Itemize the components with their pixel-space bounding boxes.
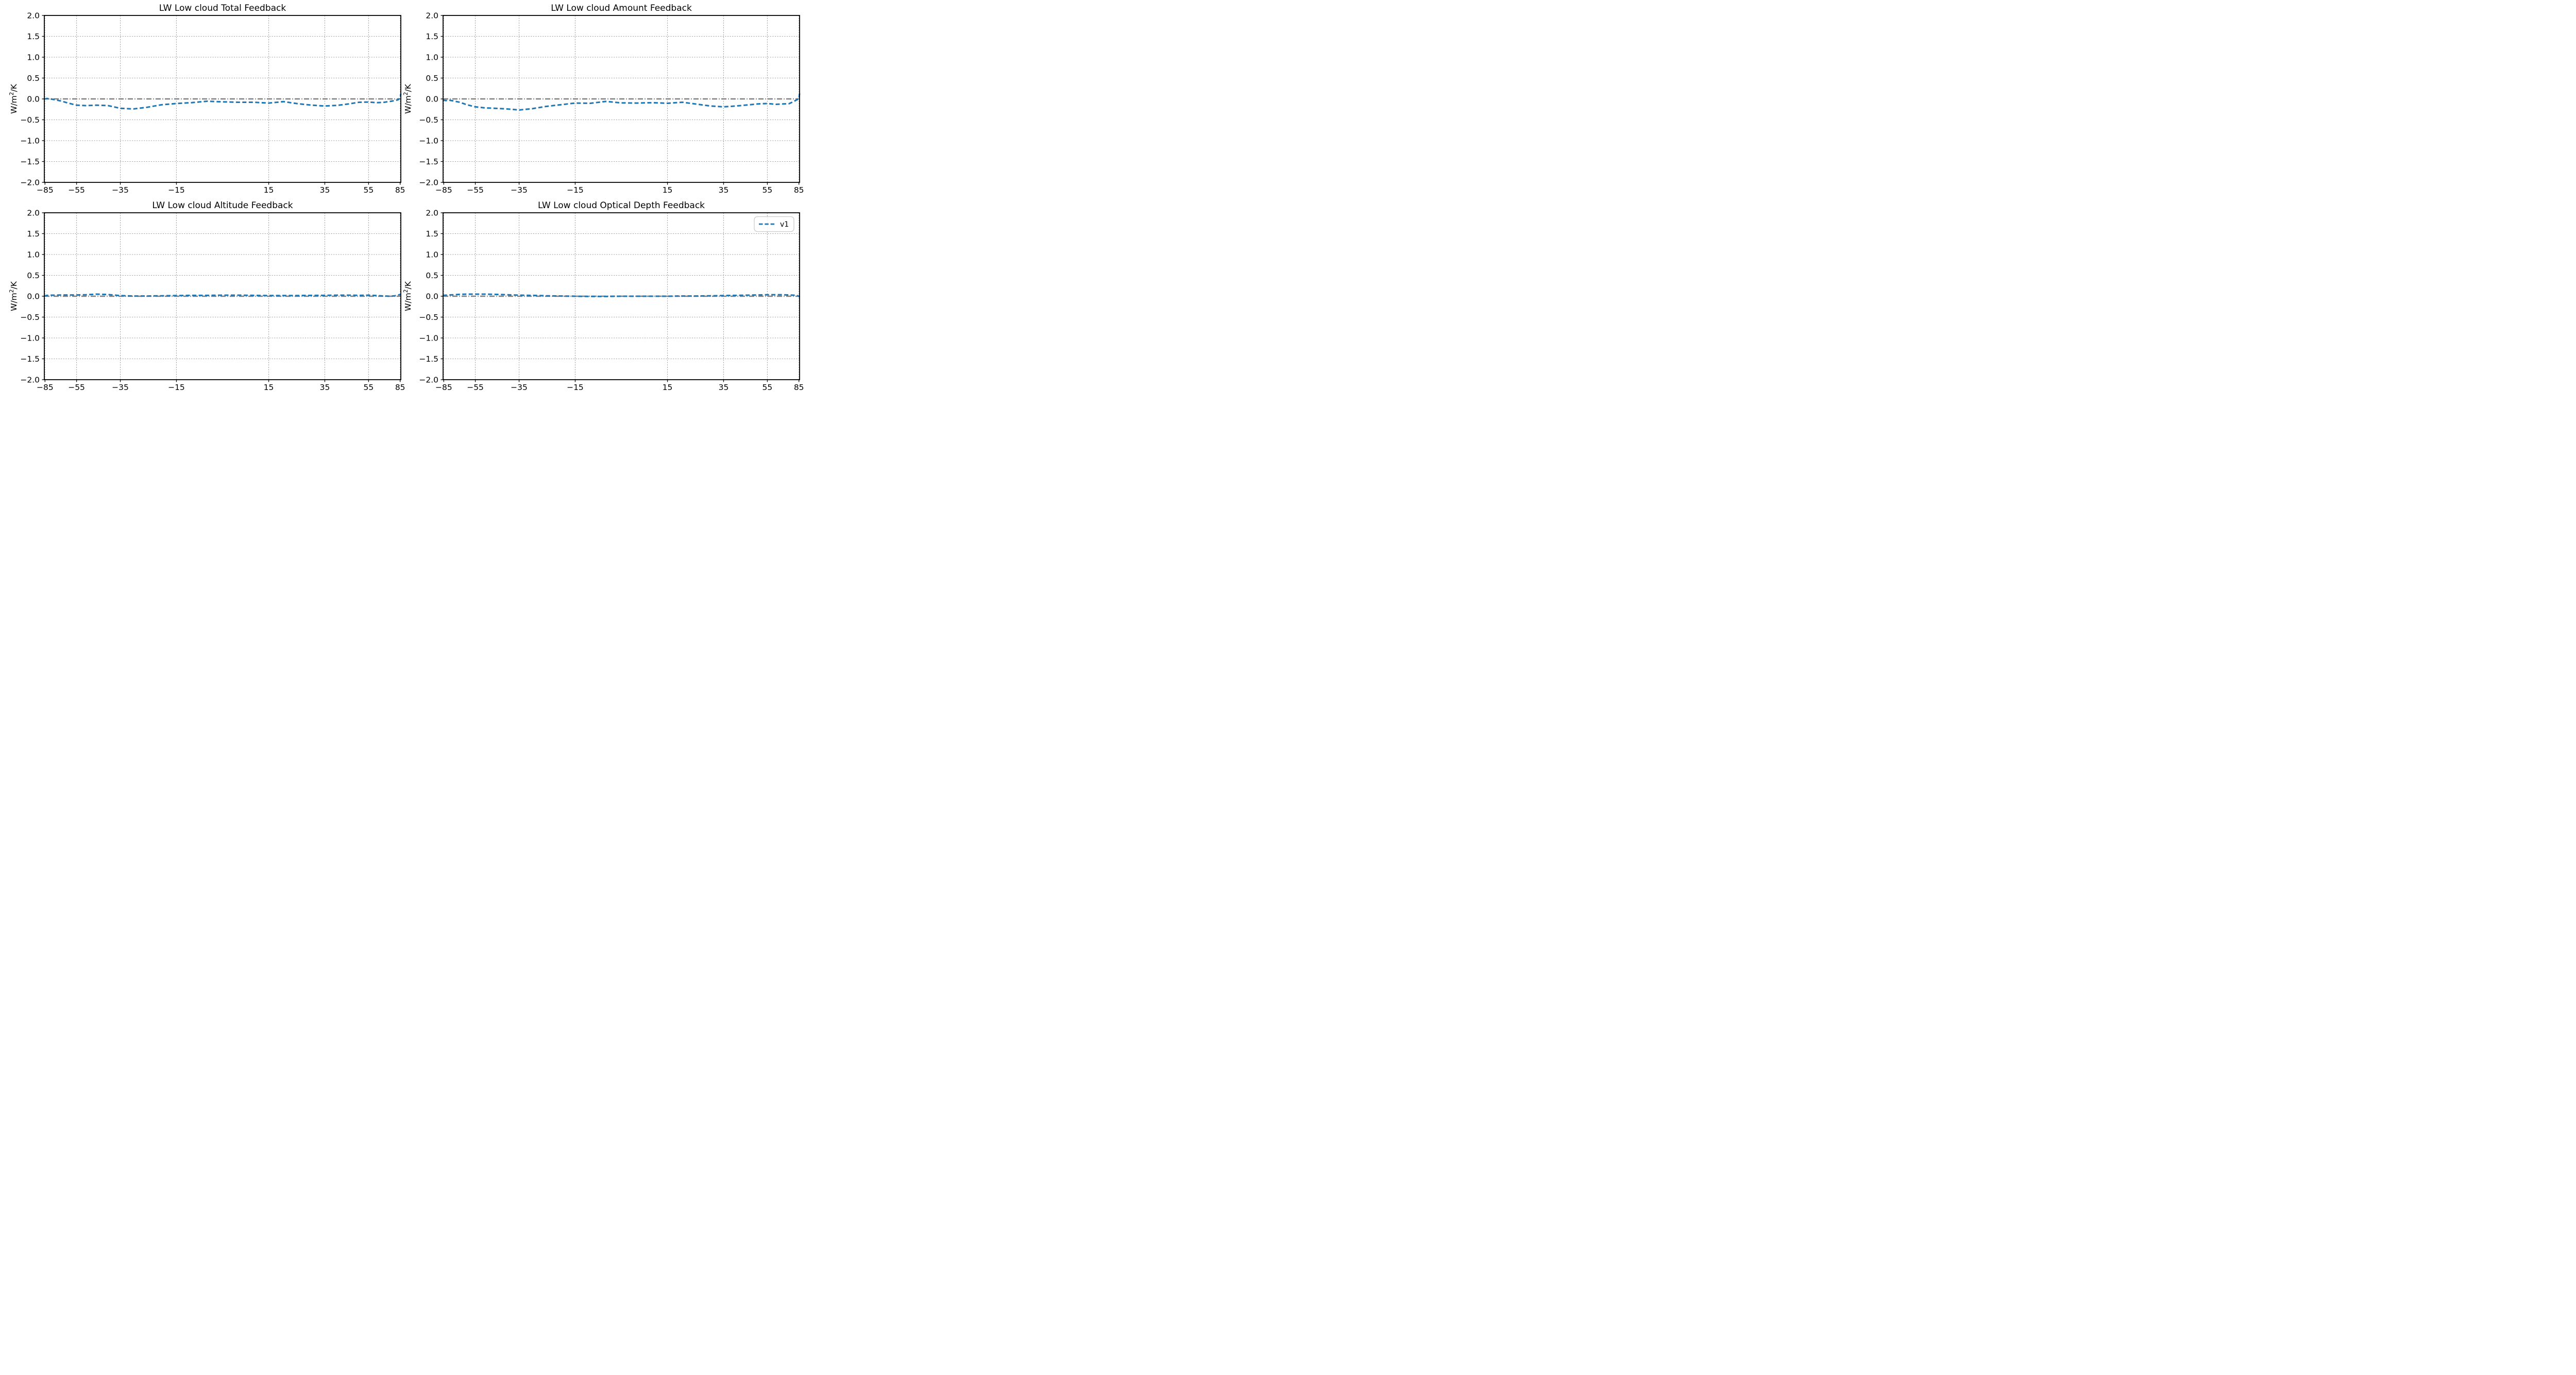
x-tick-label: 35 [719,185,729,195]
y-tick-label: −2.0 [20,178,40,188]
x-tick-label: −55 [68,185,85,195]
x-tick-label: −55 [68,383,85,392]
y-axis-label-total: W/m2/K [9,15,20,182]
x-tick-label: −85 [435,185,452,195]
y-tick-label: 1.0 [27,53,40,62]
y-tick-label: 1.0 [426,53,438,62]
y-tick-label: −0.5 [20,313,40,322]
x-tick-label: 15 [264,185,274,195]
y-axis-label-text: /K [9,281,19,290]
x-tick-label: 85 [395,383,405,392]
x-tick-label: −35 [511,383,528,392]
y-tick-label: 0.0 [27,292,40,301]
y-tick-label: 1.0 [27,250,40,260]
figure-canvas: −85 −55 −35 −15 15 35 55 85 −2.0 −1.5 −1.0 −0.5 0.0 0… [0,0,808,398]
y-tick-label: 0.5 [426,271,438,280]
y-tick-label: −0.5 [20,115,40,125]
x-tick-label: 55 [762,185,773,195]
y-tick-label: −0.5 [419,313,438,322]
plots-svg: −85 −55 −35 −15 15 35 55 85 −2.0 −1.5 −1.0 −0.5 0.0 0… [20,11,804,393]
x-tick-label: −35 [112,185,129,195]
y-axis-label-sup: 2 [403,92,409,96]
y-tick-label: 0.0 [27,95,40,104]
y-tick-label: −1.0 [20,137,40,146]
y-tick-label: −1.0 [419,334,438,343]
series-line-v1 [443,93,801,111]
y-axis-label-text: /K [403,281,413,290]
x-tick-label: −35 [511,185,528,195]
x-tick-label: −85 [435,383,452,392]
x-tick-label: 15 [663,185,673,195]
y-tick-label: −2.0 [20,376,40,385]
x-tick-label: 85 [794,383,804,392]
y-tick-label: 0.5 [426,74,438,83]
y-tick-label: −1.5 [20,157,40,166]
y-tick-label: −0.5 [419,115,438,125]
y-tick-label: 0.0 [426,95,438,104]
y-axis-label-sup: 2 [9,289,15,293]
x-tick-label: −15 [567,185,584,195]
legend-box: v1 [754,216,794,232]
y-tick-label: 2.0 [27,11,40,21]
y-axis-label-text: W/m [9,95,19,114]
x-tick-label: −15 [567,383,584,392]
x-tick-label: −15 [168,185,185,195]
y-axis-label-altitude: W/m2/K [9,213,20,380]
legend-label: v1 [780,220,789,229]
x-tick-label: 85 [395,185,405,195]
x-tick-label: −55 [467,383,484,392]
x-tick-label: −35 [112,383,129,392]
y-axis-label-text: W/m [9,293,19,311]
y-tick-label: 1.5 [27,229,40,239]
y-axis-label-optical-depth: W/m2/K [403,213,414,380]
y-tick-label: 1.5 [27,32,40,41]
y-tick-label: 1.5 [426,229,438,239]
y-axis-label-amount: W/m2/K [403,15,414,182]
y-tick-label: −2.0 [419,376,438,385]
panel-title-optical-depth: LW Low cloud Optical Depth Feedback [537,200,705,211]
x-tick-label: −85 [37,185,54,195]
y-tick-label: 2.0 [27,209,40,218]
y-tick-label: −1.5 [20,354,40,364]
x-tick-label: 15 [663,383,673,392]
x-tick-label: −15 [168,383,185,392]
panel-title-altitude: LW Low cloud Altitude Feedback [152,200,293,211]
series-line-v1 [44,94,402,110]
y-tick-label: 0.5 [27,271,40,280]
y-tick-label: 1.0 [426,250,438,260]
plot-area-optical-depth: −85 −55 −35 −15 15 35 55 85 −2.0 −1.5 −1.0 −0.5 0.0 0… [419,209,804,393]
y-axis-label-text: W/m [403,293,413,311]
panel-title-amount: LW Low cloud Amount Feedback [551,3,692,13]
x-tick-label: 55 [762,383,773,392]
y-tick-label: −1.5 [419,157,438,166]
y-tick-label: −1.5 [419,354,438,364]
y-tick-label: 2.0 [426,11,438,21]
x-tick-label: 15 [264,383,274,392]
x-tick-label: 55 [364,383,374,392]
y-axis-label-text: W/m [403,95,413,114]
x-tick-label: 35 [320,185,330,195]
y-axis-label-text: /K [9,84,19,92]
y-axis-label-sup: 2 [403,289,409,293]
x-tick-label: 35 [719,383,729,392]
y-tick-label: 0.0 [426,292,438,301]
y-axis-label-text: /K [403,84,413,92]
y-tick-label: −1.0 [419,137,438,146]
x-tick-label: −55 [467,185,484,195]
y-tick-label: 1.5 [426,32,438,41]
y-axis-label-sup: 2 [9,92,15,96]
x-tick-label: 35 [320,383,330,392]
y-tick-label: 2.0 [426,209,438,218]
y-tick-label: −2.0 [419,178,438,188]
x-tick-label: 55 [364,185,374,195]
plot-area-amount: −85 −55 −35 −15 15 35 55 85 −2.0 −1.5 −1.0 −0.5 0.0 0… [419,11,804,195]
x-tick-label: −85 [37,383,54,392]
x-tick-label: 85 [794,185,804,195]
y-tick-label: −1.0 [20,334,40,343]
panel-title-total: LW Low cloud Total Feedback [159,3,286,13]
plot-area-total: −85 −55 −35 −15 15 35 55 85 −2.0 −1.5 −1.0 −0.5 0.0 0… [20,11,405,195]
y-tick-label: 0.5 [27,74,40,83]
plot-area-altitude: −85 −55 −35 −15 15 35 55 85 −2.0 −1.5 −1.0 −0.5 0.0 0… [20,209,405,393]
